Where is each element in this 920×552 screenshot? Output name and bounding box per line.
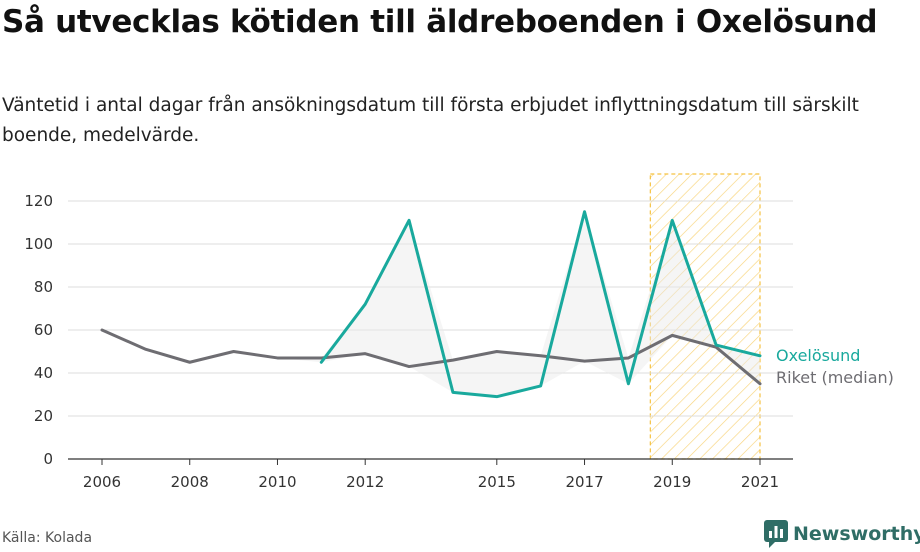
series-label-riket: Riket (median) xyxy=(776,368,894,387)
brand-logo: Newsworthy xyxy=(764,520,920,548)
source-note: Källa: Kolada xyxy=(2,530,93,546)
y-tick-label: 60 xyxy=(34,321,53,339)
x-tick-label: 2015 xyxy=(478,473,516,491)
chart-title: Så utvecklas kötiden till äldreboenden i… xyxy=(2,4,878,40)
series-labels: Oxelösund Riket (median) xyxy=(776,346,894,387)
oxelosund-line xyxy=(319,210,762,399)
newsworthy-icon xyxy=(764,520,788,548)
x-tick-label: 2006 xyxy=(83,473,121,491)
x-tick-label: 2021 xyxy=(741,473,779,491)
x-tick-label: 2017 xyxy=(565,473,603,491)
y-tick-label: 0 xyxy=(43,450,53,468)
y-tick-label: 80 xyxy=(34,278,53,296)
x-tick-label: 2019 xyxy=(653,473,691,491)
x-tick-label: 2008 xyxy=(171,473,209,491)
x-axis-ticks: 2006 2008 2010 2012 2015 2017 2019 2021 xyxy=(83,459,779,491)
y-tick-label: 100 xyxy=(24,235,53,253)
y-tick-label: 120 xyxy=(24,192,53,210)
riket-line xyxy=(100,328,762,386)
series-lines xyxy=(100,210,762,399)
y-tick-label: 40 xyxy=(34,364,53,382)
x-tick-label: 2010 xyxy=(258,473,296,491)
series-label-oxelosund: Oxelösund xyxy=(776,346,860,365)
chart-subtitle: Väntetid i antal dagar från ansökningsda… xyxy=(2,95,859,146)
brand-name: Newsworthy xyxy=(793,523,920,545)
grid-lines xyxy=(68,200,793,417)
x-tick-label: 2012 xyxy=(346,473,384,491)
y-axis-ticks: 0 20 40 60 80 100 120 xyxy=(24,192,53,468)
y-tick-label: 20 xyxy=(34,407,53,425)
